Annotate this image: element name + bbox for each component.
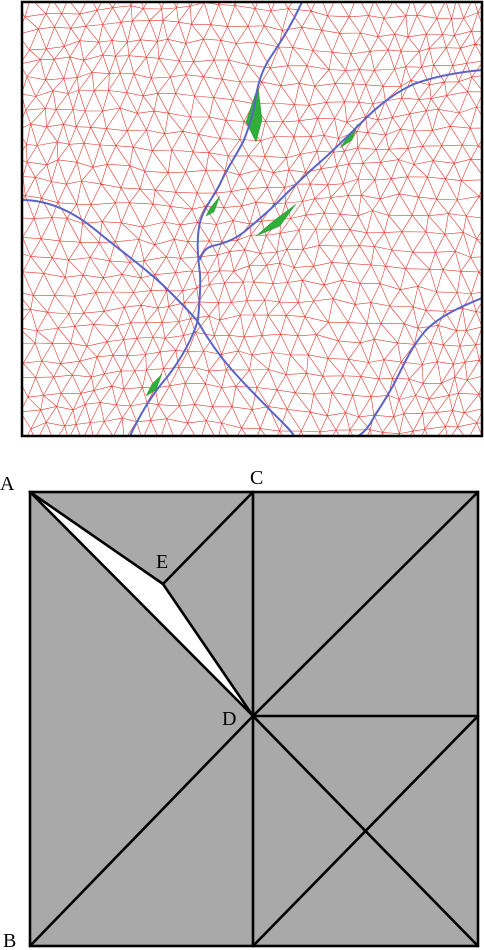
label-a: A xyxy=(0,473,15,495)
edge-c-to-e xyxy=(161,490,255,586)
edge-a-to-d xyxy=(28,490,255,718)
seam-line xyxy=(129,2,303,436)
mesh-panel-background xyxy=(22,2,482,436)
seam-line xyxy=(197,321,295,436)
degenerate-triangle xyxy=(145,373,163,397)
square-diagram: A C E D B xyxy=(0,467,480,950)
degenerate-triangle xyxy=(255,203,297,237)
seam-line xyxy=(22,199,199,323)
mesh-edges xyxy=(22,2,482,436)
edge-e-to-d xyxy=(161,582,255,718)
mesh-panel-frame xyxy=(20,0,484,438)
triangle-mesh xyxy=(22,2,482,436)
degenerate-triangle xyxy=(205,195,221,217)
label-b: B xyxy=(3,930,16,950)
label-c: C xyxy=(250,467,263,489)
label-e: E xyxy=(156,551,168,573)
degenerate-triangle xyxy=(245,85,263,143)
edge-d-to-top-right xyxy=(251,490,480,718)
seam-line xyxy=(199,69,482,261)
mesh-panel xyxy=(20,0,484,438)
edge-a-to-e xyxy=(28,490,165,586)
edge-right-mid-to-bottom-center xyxy=(251,714,480,948)
edge-d-to-b xyxy=(28,714,255,948)
label-d: D xyxy=(222,708,236,730)
seam-lines xyxy=(22,2,482,436)
seam-line xyxy=(357,297,482,436)
